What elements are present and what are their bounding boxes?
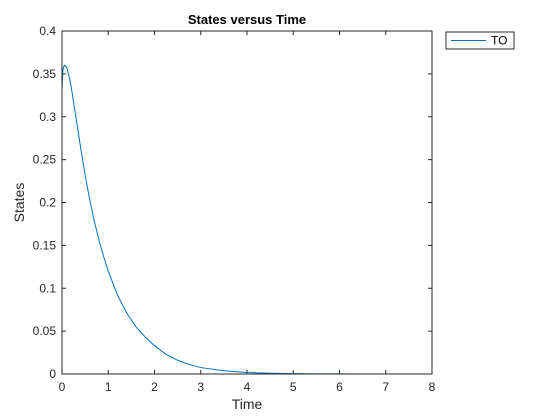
y-tick-label: 0.05	[33, 324, 57, 338]
x-axis-label: Time	[232, 396, 263, 412]
x-tick-label: 1	[105, 380, 112, 394]
x-tick-label: 7	[382, 380, 389, 394]
legend-label: TO	[491, 34, 507, 48]
x-tick-label: 4	[244, 380, 251, 394]
axes-background	[62, 31, 432, 374]
y-axis-label: States	[11, 183, 27, 223]
x-tick-label: 6	[336, 380, 343, 394]
y-tick-label: 0.25	[33, 153, 57, 167]
plot-area: 0 1 2 3 4 5 6 7 8 0 0.05 0.1 0.15 0.2 0.25 0.3 0.35 0.4	[33, 24, 436, 394]
legend: TO	[445, 31, 515, 50]
x-tick-label: 8	[429, 380, 436, 394]
x-tick-label: 3	[197, 380, 204, 394]
x-tick-label: 2	[151, 380, 158, 394]
y-tick-label: 0.2	[39, 196, 56, 210]
chart-title: States versus Time	[188, 12, 306, 27]
y-tick-label: 0.35	[33, 67, 57, 81]
y-tick-label: 0	[49, 367, 56, 381]
x-tick-label: 0	[59, 380, 66, 394]
y-tick-label: 0.4	[39, 24, 56, 38]
axes-box	[61, 30, 433, 375]
y-tick-label: 0.3	[39, 110, 56, 124]
y-tick-label: 0.1	[39, 281, 56, 295]
x-tick-label: 5	[290, 380, 297, 394]
y-tick-label: 0.15	[33, 238, 57, 252]
